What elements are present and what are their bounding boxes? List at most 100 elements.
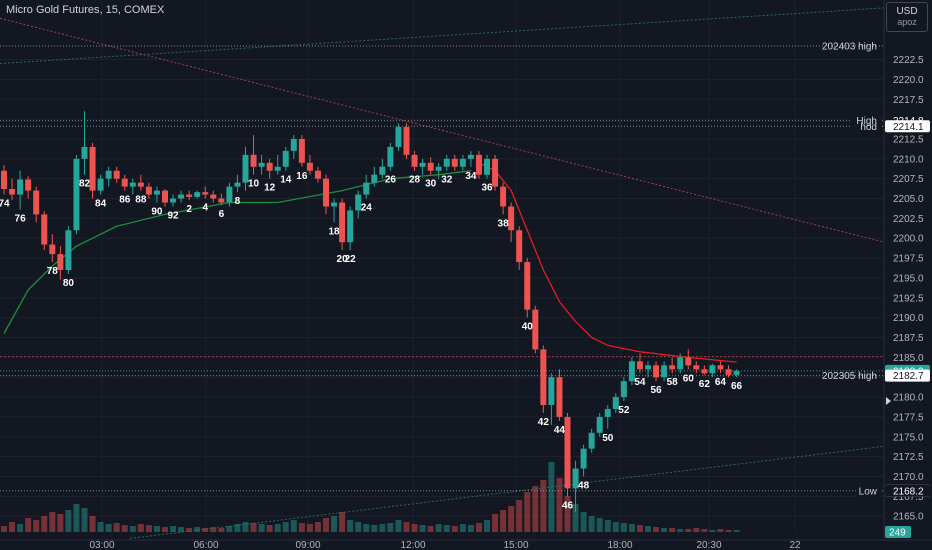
candle <box>49 234 56 263</box>
candle <box>677 353 684 374</box>
candle <box>636 353 643 374</box>
price-tick-label: 2180.0 <box>893 393 924 404</box>
candle-body <box>387 146 394 167</box>
volume-bar <box>314 522 321 532</box>
candle-body <box>282 150 289 167</box>
volume-bar <box>57 514 64 532</box>
candle-body <box>500 186 507 207</box>
volume-bar <box>685 529 692 532</box>
candle <box>355 190 362 219</box>
candle <box>202 186 209 199</box>
count-label: 2 <box>186 204 192 215</box>
candle <box>323 174 329 215</box>
price-axis-background <box>884 0 932 550</box>
candle <box>508 202 515 243</box>
candle-body <box>548 377 555 405</box>
candle-body <box>532 309 539 350</box>
candle <box>178 190 185 203</box>
volume-bar <box>202 528 209 532</box>
candle-body <box>588 432 595 449</box>
candle-body <box>604 408 611 417</box>
candle-body <box>306 162 313 171</box>
count-label: 48 <box>578 480 590 491</box>
count-label: 92 <box>167 210 179 221</box>
candle-body <box>49 244 56 255</box>
candle-body <box>540 349 547 405</box>
candle-body <box>459 158 466 167</box>
candle-body <box>41 214 48 245</box>
candle-body <box>129 182 136 187</box>
time-tick-label: 09:00 <box>295 540 320 550</box>
volume-bar <box>451 526 458 532</box>
volume-bar <box>73 504 80 532</box>
candle <box>500 182 507 215</box>
price-tick-label: 2167.5 <box>893 492 924 503</box>
candle <box>25 176 32 199</box>
volume-bar <box>371 525 378 532</box>
volume-bar <box>387 523 394 532</box>
candle-body <box>137 182 144 187</box>
candle-body <box>516 230 523 263</box>
volume-bar <box>693 528 700 532</box>
count-label: 40 <box>522 322 534 333</box>
count-label: 50 <box>602 433 614 444</box>
candle-body <box>178 194 185 199</box>
candle <box>371 166 378 187</box>
candle <box>226 182 233 207</box>
volume-bar <box>645 526 651 532</box>
volume-bar <box>500 510 507 532</box>
candle <box>282 146 289 171</box>
candle <box>234 174 241 193</box>
candle-body <box>355 194 362 211</box>
candle-body <box>492 158 499 187</box>
volume-bar <box>137 524 144 532</box>
level-label: hod <box>860 122 877 133</box>
volume-bar <box>403 522 410 532</box>
candle <box>653 361 660 382</box>
candle <box>379 158 386 179</box>
time-tick-label: 06:00 <box>193 540 218 550</box>
count-label: 8 <box>235 196 241 207</box>
volume-bar <box>532 486 539 532</box>
volume-bar <box>113 523 120 532</box>
candle <box>97 174 104 195</box>
candle <box>129 178 136 195</box>
candle-body <box>33 190 40 215</box>
candle <box>145 182 152 199</box>
volume-bar <box>81 508 88 532</box>
volume-bar <box>628 524 635 532</box>
candle <box>290 135 297 159</box>
candle-body <box>97 178 104 191</box>
volume-bar <box>604 520 611 532</box>
candle <box>669 357 676 374</box>
candle-body <box>661 365 668 378</box>
candle-body <box>725 369 732 375</box>
candle-body <box>202 192 209 195</box>
candle <box>121 174 128 191</box>
count-label: 38 <box>498 218 510 229</box>
candle-body <box>435 166 442 171</box>
candle-body <box>701 369 708 374</box>
candle-body <box>347 210 354 243</box>
count-label: 66 <box>731 381 743 392</box>
level-label: 202403 high <box>822 42 877 53</box>
candle <box>467 150 474 167</box>
volume-bar <box>435 524 442 532</box>
candle <box>41 211 48 251</box>
candle <box>701 365 708 375</box>
candle <box>451 154 458 171</box>
candle-body <box>556 377 563 417</box>
candle-body <box>467 154 474 159</box>
candle <box>65 226 72 274</box>
volume-bar <box>250 523 257 532</box>
candle-body <box>145 186 152 195</box>
currency-selector[interactable]: USD apoz <box>886 2 928 32</box>
volume-bar <box>242 522 249 532</box>
candle <box>612 393 619 413</box>
volume-bar <box>170 526 177 532</box>
candle-body <box>677 357 684 370</box>
candle <box>387 142 394 171</box>
count-label: 54 <box>634 377 646 388</box>
